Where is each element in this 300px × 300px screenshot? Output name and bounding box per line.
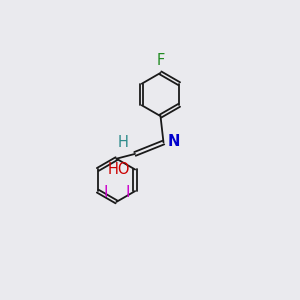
Text: F: F <box>156 52 165 68</box>
Text: H: H <box>118 135 128 150</box>
Text: I: I <box>103 185 108 200</box>
Text: I: I <box>125 185 130 200</box>
Text: HO: HO <box>107 162 130 177</box>
Text: N: N <box>168 134 180 148</box>
